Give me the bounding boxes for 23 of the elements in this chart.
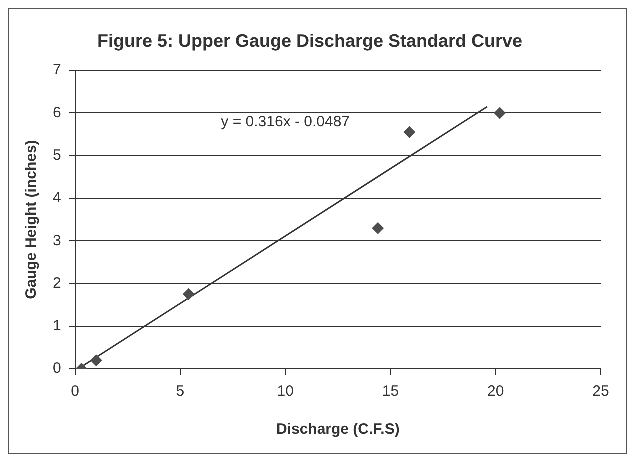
y-axis-title: Gauge Height (inches) bbox=[23, 140, 40, 300]
x-tick-label: 5 bbox=[176, 383, 185, 400]
point bbox=[182, 288, 195, 300]
y-tick-label: 2 bbox=[53, 274, 62, 292]
x-tick-label: 10 bbox=[277, 383, 294, 400]
y-tick-label: 3 bbox=[53, 232, 62, 250]
chart-title: Figure 5: Upper Gauge Discharge Standard Curve bbox=[97, 30, 523, 51]
x-axis-title: Discharge (C.F.S) bbox=[276, 421, 400, 438]
point bbox=[372, 222, 384, 234]
point bbox=[90, 354, 102, 366]
point bbox=[404, 126, 416, 138]
x-tick-label: 15 bbox=[382, 383, 400, 400]
y-tick-label: 6 bbox=[53, 104, 62, 122]
annotation: y = 0.316x - 0.0487 bbox=[221, 114, 350, 131]
x-tick-label: 20 bbox=[488, 383, 504, 400]
y-tick-label: 0 bbox=[53, 360, 62, 378]
y-tick-label: 7 bbox=[53, 62, 62, 79]
y-tick-label: 4 bbox=[53, 190, 62, 207]
point bbox=[494, 107, 506, 120]
x-tick-label: 25 bbox=[592, 383, 610, 400]
y-tick-label: 1 bbox=[53, 318, 62, 335]
x-tick-label: 0 bbox=[71, 383, 80, 400]
y-tick-label: 5 bbox=[53, 147, 62, 164]
